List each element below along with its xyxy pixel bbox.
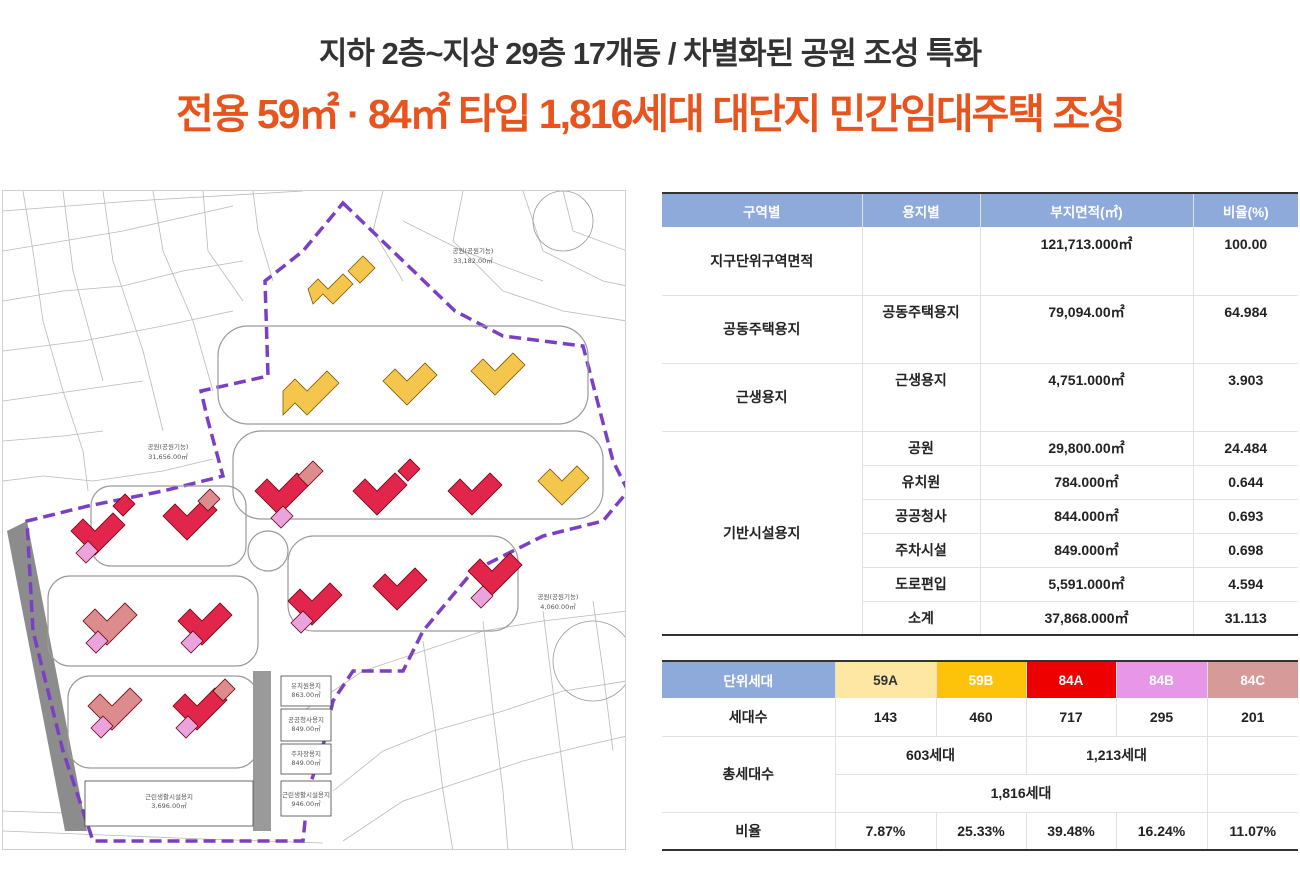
- parking-area: 849.00㎡: [291, 758, 321, 767]
- unit-type-table: 단위세대 59A 59B 84A 84B 84C 세대수 143 460 717…: [662, 660, 1298, 851]
- parking-label: 주차장용지: [291, 749, 321, 758]
- infra-area: 784.000㎡: [980, 465, 1194, 500]
- headline-title: 전용 59㎡ · 84㎡ 타입 1,816세대 대단지 민간임대주택 조성: [176, 91, 1126, 137]
- headline-subtitle: 지하 2층~지상 29층 17개동 / 차별화된 공원 조성 특화: [318, 36, 982, 71]
- infra-use: 유치원: [862, 465, 981, 500]
- unit-type-84c: 84C: [1207, 661, 1298, 698]
- subtotal-59: 603세대: [835, 736, 1027, 775]
- use-housing: 공동주택용지: [862, 295, 981, 329]
- infra-area-subtotal: 37,868.000㎡: [980, 601, 1194, 636]
- infra-use: 공공청사: [862, 499, 981, 534]
- buildings-59-type: [282, 255, 590, 506]
- unit-ratio: 7.87%: [835, 812, 937, 851]
- public-office-area: 849.00㎡: [291, 724, 321, 733]
- park-north-area: 33,182.00㎡: [453, 256, 493, 265]
- unit-count: 295: [1116, 698, 1208, 737]
- site-plan-map: 공원(공원기능) 33,182.00㎡ 공원(공원기능) 31,656.00㎡ …: [2, 190, 626, 850]
- col-header-ratio: 비율(%): [1193, 193, 1298, 227]
- park-west-label: 공원(공원기능): [148, 442, 189, 451]
- west-road-strip: [7, 521, 87, 831]
- neighborhood-east-area: 946.00㎡: [291, 799, 321, 808]
- total-ratio: 100.00: [1224, 236, 1268, 252]
- unit-type-84b: 84B: [1116, 661, 1208, 698]
- unit-count: 201: [1207, 698, 1298, 737]
- parcel-lines: [3, 191, 625, 849]
- kindergarten-label: 유치원용지: [291, 681, 321, 690]
- unit-count: 460: [936, 698, 1027, 737]
- unit-ratio: 39.48%: [1026, 812, 1117, 851]
- infra-use: 도로편입: [862, 567, 981, 602]
- infra-ratio: 0.698: [1193, 533, 1298, 568]
- unit-ratio: 11.07%: [1207, 812, 1298, 851]
- park-north-label: 공원(공원기능): [453, 246, 494, 255]
- commercial-ratio: 3.903: [1228, 372, 1264, 389]
- unit-count: 717: [1026, 698, 1117, 737]
- public-office-label: 공공청사용지: [288, 715, 324, 724]
- unit-type-59b: 59B: [936, 661, 1027, 698]
- site-plan-svg: 공원(공원기능) 33,182.00㎡ 공원(공원기능) 31,656.00㎡ …: [3, 191, 625, 849]
- col-header-area: 부지면적(㎡): [980, 193, 1194, 227]
- land-area-table: 구역별 용지별 부지면적(㎡) 비율(%) 지구단위구역면적 121,713.0…: [662, 192, 1298, 636]
- housing-ratio: 64.984: [1224, 304, 1268, 321]
- unit-ratio: 16.24%: [1116, 812, 1208, 851]
- infra-area: 849.000㎡: [980, 533, 1194, 568]
- park-east-label: 공원(공원기능): [538, 592, 579, 601]
- unit-type-84a: 84A: [1026, 661, 1117, 698]
- use-commercial: 근생용지: [862, 363, 981, 397]
- park-west-area: 31,656.00㎡: [148, 452, 188, 461]
- internal-roads: [47, 325, 604, 769]
- inner-road-strip: [253, 671, 271, 831]
- unit-header-label: 단위세대: [662, 661, 836, 698]
- infra-area: 29,800.00㎡: [980, 431, 1194, 466]
- infra-ratio: 4.594: [1193, 567, 1298, 602]
- col-header-zone: 구역별: [662, 193, 863, 227]
- commercial-area: 4,751.000㎡: [980, 363, 1194, 397]
- neighborhood-west-area: 3,696.00㎡: [151, 801, 187, 810]
- infra-ratio-subtotal: 31.113: [1193, 601, 1298, 636]
- neighborhood-west-label: 근린생활시설용지: [145, 792, 193, 801]
- grand-total: 1,816세대: [835, 774, 1208, 813]
- unit-count-label: 세대수: [662, 698, 836, 737]
- total-area: 121,713.000㎡: [980, 227, 1194, 261]
- infra-use: 주차시설: [862, 533, 981, 568]
- zone-commercial: 근생용지: [662, 363, 863, 432]
- infra-area: 844.000㎡: [980, 499, 1194, 534]
- infra-area: 5,591.000㎡: [980, 567, 1194, 602]
- zone-total: 지구단위구역면적: [662, 227, 863, 296]
- unit-ratio: 25.33%: [936, 812, 1027, 851]
- park-east-area: 4,060.00㎡: [540, 602, 576, 611]
- col-header-use: 용지별: [862, 193, 981, 227]
- buildings-84-type: [70, 458, 523, 739]
- infra-use-subtotal: 소계: [862, 601, 981, 636]
- facility-parcels: [84, 675, 332, 827]
- zone-infrastructure: 기반시설용지: [662, 431, 863, 636]
- kindergarten-area: 863.00㎡: [291, 690, 321, 699]
- infra-ratio: 24.484: [1193, 431, 1298, 466]
- unit-count: 143: [835, 698, 937, 737]
- infra-ratio: 0.644: [1193, 465, 1298, 500]
- subtotal-84: 1,213세대: [1026, 736, 1208, 775]
- zone-housing: 공동주택용지: [662, 295, 863, 364]
- housing-area: 79,094.00㎡: [980, 295, 1194, 329]
- ratio-label: 비율: [662, 812, 836, 851]
- infra-use: 공원: [862, 431, 981, 466]
- unit-type-59a: 59A: [835, 661, 937, 698]
- neighborhood-east-label: 근린생활시설용지: [282, 790, 330, 799]
- total-units-label: 총세대수: [662, 736, 836, 813]
- infra-ratio: 0.693: [1193, 499, 1298, 534]
